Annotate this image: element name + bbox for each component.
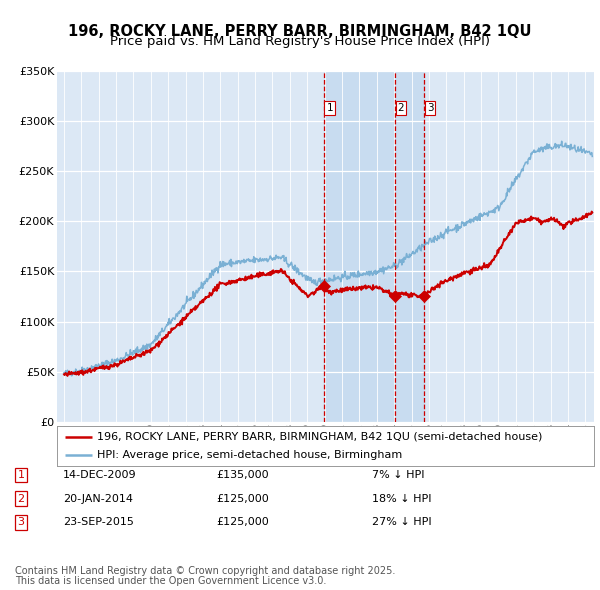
Text: 7% ↓ HPI: 7% ↓ HPI (372, 470, 425, 480)
Text: 1: 1 (17, 470, 25, 480)
Text: 196, ROCKY LANE, PERRY BARR, BIRMINGHAM, B42 1QU (semi-detached house): 196, ROCKY LANE, PERRY BARR, BIRMINGHAM,… (97, 432, 542, 442)
Text: 3: 3 (17, 517, 25, 527)
Text: 18% ↓ HPI: 18% ↓ HPI (372, 494, 431, 503)
Text: 2: 2 (398, 103, 404, 113)
Bar (324, 71, 424, 422)
Text: 23-SEP-2015: 23-SEP-2015 (63, 517, 134, 527)
Text: 20-JAN-2014: 20-JAN-2014 (63, 494, 133, 503)
Text: 1: 1 (326, 103, 333, 113)
Text: 27% ↓ HPI: 27% ↓ HPI (372, 517, 431, 527)
Text: Contains HM Land Registry data © Crown copyright and database right 2025.: Contains HM Land Registry data © Crown c… (15, 566, 395, 576)
Text: £125,000: £125,000 (216, 517, 269, 527)
Text: 196, ROCKY LANE, PERRY BARR, BIRMINGHAM, B42 1QU: 196, ROCKY LANE, PERRY BARR, BIRMINGHAM,… (68, 24, 532, 38)
Text: £135,000: £135,000 (216, 470, 269, 480)
Text: This data is licensed under the Open Government Licence v3.0.: This data is licensed under the Open Gov… (15, 576, 326, 585)
Text: 2: 2 (17, 494, 25, 503)
Text: Price paid vs. HM Land Registry's House Price Index (HPI): Price paid vs. HM Land Registry's House … (110, 35, 490, 48)
Text: 3: 3 (427, 103, 433, 113)
Text: 14-DEC-2009: 14-DEC-2009 (63, 470, 137, 480)
Text: HPI: Average price, semi-detached house, Birmingham: HPI: Average price, semi-detached house,… (97, 450, 403, 460)
Text: £125,000: £125,000 (216, 494, 269, 503)
